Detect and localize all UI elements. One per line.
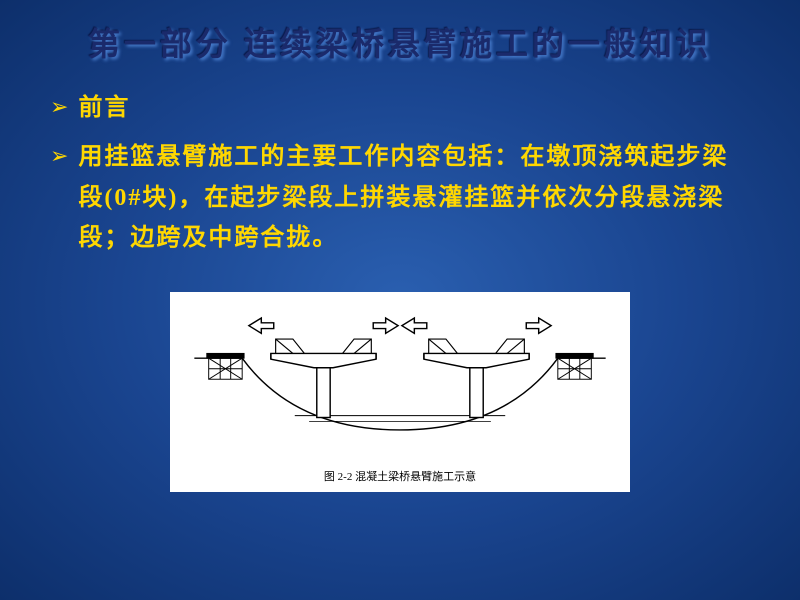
bullet-text: 前言 (78, 88, 130, 129)
bullet-marker-icon: ➢ (50, 88, 68, 125)
pier-1 (249, 318, 398, 417)
bullet-text: 用挂篮悬臂施工的主要工作内容包括：在墩顶浇筑起步梁段(0#块)，在起步梁段上拼装… (78, 137, 750, 259)
terrain-line (194, 358, 605, 430)
bullet-item: ➢ 前言 (50, 88, 750, 129)
slide-title: 第一部分 连续梁桥悬臂施工的一般知识 (0, 0, 800, 78)
bullet-marker-icon: ➢ (50, 137, 68, 174)
scaffold-left (207, 354, 244, 380)
diagram-caption: 图 2-2 混凝土梁桥悬臂施工示意 (170, 468, 630, 484)
content-area: ➢ 前言 ➢ 用挂篮悬臂施工的主要工作内容包括：在墩顶浇筑起步梁段(0#块)，在… (0, 78, 800, 277)
bridge-diagram (180, 302, 620, 467)
bullet-item: ➢ 用挂篮悬臂施工的主要工作内容包括：在墩顶浇筑起步梁段(0#块)，在起步梁段上… (50, 137, 750, 259)
scaffold-right (556, 354, 593, 380)
diagram-container: 图 2-2 混凝土梁桥悬臂施工示意 (170, 292, 630, 492)
pier-2 (402, 318, 551, 417)
